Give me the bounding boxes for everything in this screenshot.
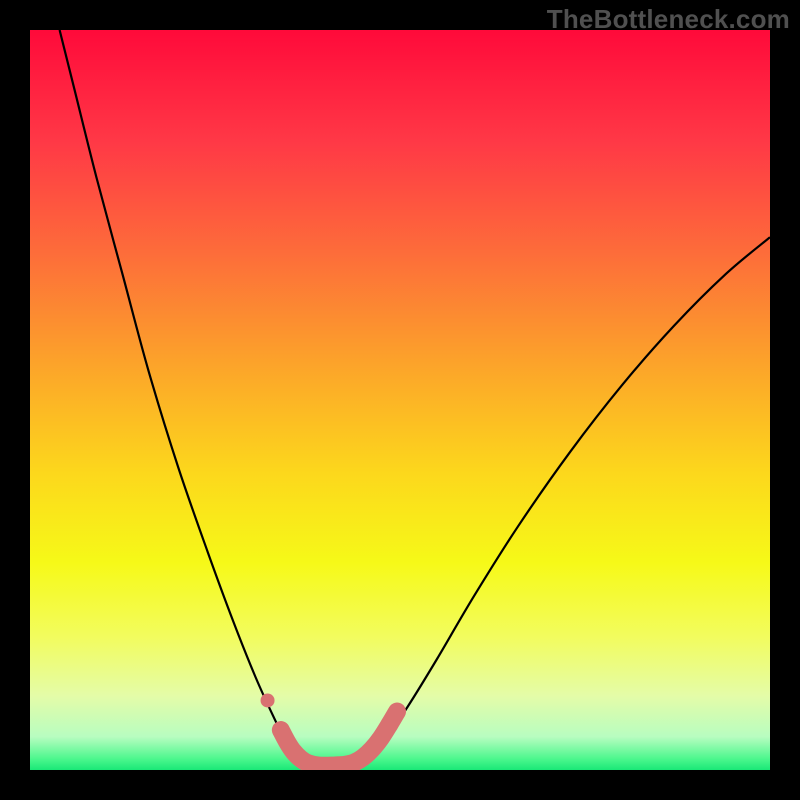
bottleneck-highlight-dot (261, 693, 275, 707)
outer-frame: TheBottleneck.com (0, 0, 800, 800)
gradient-background (30, 30, 770, 770)
watermark-text: TheBottleneck.com (547, 4, 790, 35)
plot-area (30, 30, 770, 770)
chart-svg (30, 30, 770, 770)
